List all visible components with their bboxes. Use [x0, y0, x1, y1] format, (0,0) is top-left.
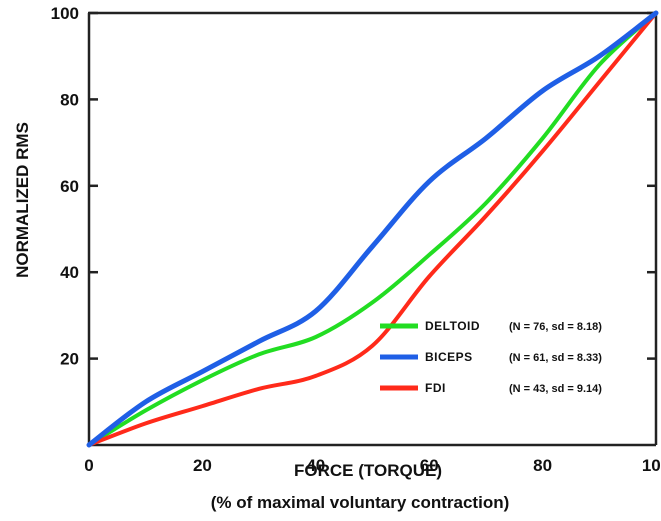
- x-tick-label: 0: [84, 456, 93, 475]
- y-tick-label: 40: [60, 263, 79, 282]
- x-axis-subtitle: (% of maximal voluntary contraction): [211, 493, 510, 512]
- legend: DELTOID (N = 76, sd = 8.18) BICEPS (N = 61,…: [380, 319, 602, 395]
- legend-label-fdi: FDI: [425, 381, 446, 395]
- y-tick-label: 100: [51, 4, 79, 23]
- x-tick-label: 40: [306, 456, 325, 475]
- ticks: 0 20 40 60 80 100 20 40 60 80 100: [51, 4, 661, 475]
- series-line-fdi: [87, 11, 658, 447]
- series: [86, 10, 659, 448]
- legend-label-biceps: BICEPS: [425, 350, 473, 364]
- x-tick-label: 100: [642, 456, 661, 475]
- series-line-deltoid: [87, 11, 658, 447]
- axes: [87, 11, 658, 447]
- y-tick-label: 80: [60, 90, 79, 109]
- y-tick-label: 60: [60, 177, 79, 196]
- y-tick-label: 20: [60, 350, 79, 369]
- x-tick-label: 80: [533, 456, 552, 475]
- legend-stats-deltoid: (N = 76, sd = 8.18): [509, 321, 602, 333]
- legend-label-deltoid: DELTOID: [425, 319, 480, 333]
- x-axis-title: FORCE (TORQUE): [294, 461, 442, 480]
- series-line-biceps: [86, 10, 659, 448]
- legend-stats-biceps: (N = 61, sd = 8.33): [509, 352, 602, 364]
- legend-stats-fdi: (N = 43, sd = 9.14): [509, 383, 602, 395]
- y-axis-title: NORMALIZED RMS: [13, 122, 32, 278]
- x-tick-label: 20: [193, 456, 212, 475]
- x-tick-label: 60: [420, 456, 439, 475]
